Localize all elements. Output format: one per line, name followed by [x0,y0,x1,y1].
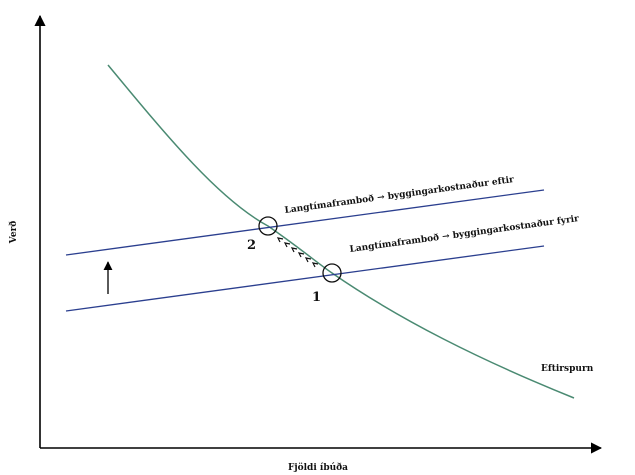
movement-arrows [276,237,319,268]
supply-after-line [65,189,545,256]
movement-arrow [297,252,305,258]
equilibrium-1-marker [322,263,342,283]
movement-arrow [283,242,291,248]
movement-arrow [304,257,312,263]
movement-arrow [276,237,284,243]
y-axis-label: Verð [8,221,19,245]
equilibrium-2-label: 2 [247,238,256,253]
movement-arrow [311,262,319,268]
movement-arrow [290,247,298,253]
equilibrium-1-label: 1 [312,290,321,305]
demand-label: Eftirspurn [541,364,594,374]
equilibrium-2-marker [258,216,278,236]
supply-before-line [65,245,545,312]
x-axis-label: Fjöldi íbúða [288,462,348,473]
supply-before-label: Langtímaframboð → byggingarkostnaður fyr… [349,213,580,255]
demand-curve [107,64,575,399]
